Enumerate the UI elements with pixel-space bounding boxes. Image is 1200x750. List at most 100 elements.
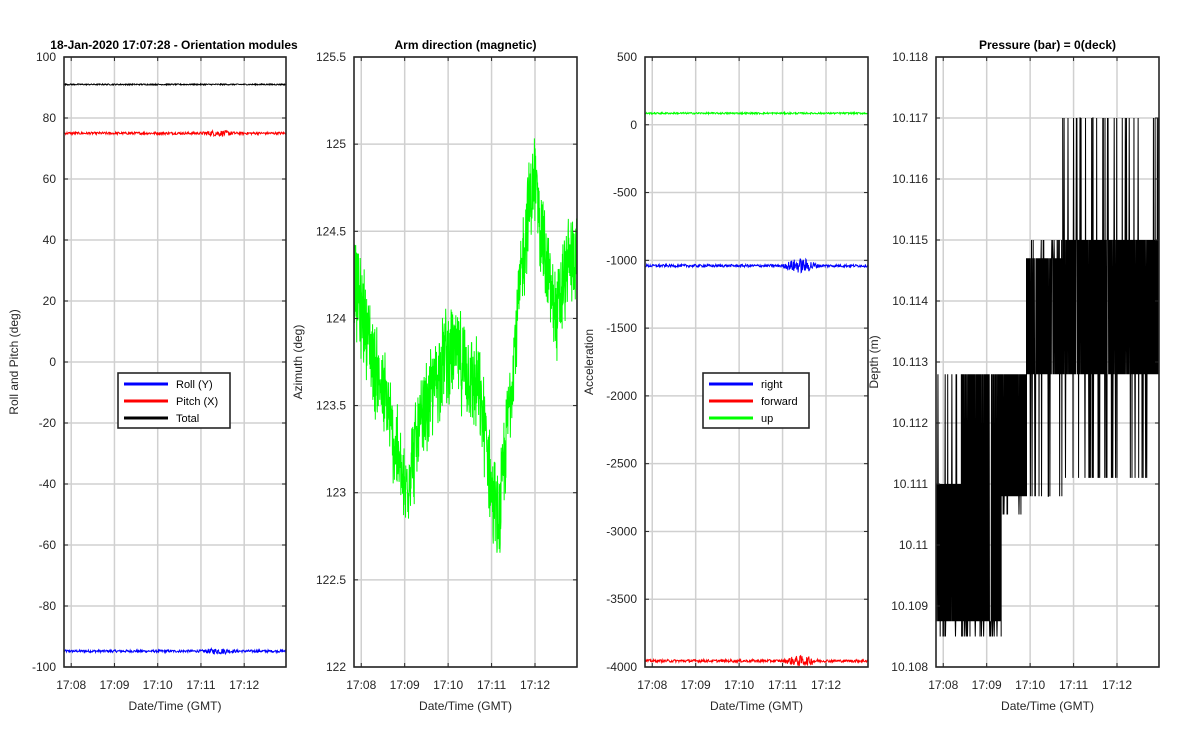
y-tick-label: 0: [630, 118, 637, 132]
y-tick-label: -4000: [606, 660, 637, 674]
x-tick-label: 17:12: [229, 678, 259, 692]
x-tick-label: 17:12: [811, 678, 841, 692]
series-right: [644, 257, 869, 274]
legend-label: Total: [176, 413, 199, 425]
y-tick-label: 122.5: [316, 573, 346, 587]
y-tick-label: -500: [613, 186, 637, 200]
x-tick-label: 17:11: [186, 678, 215, 692]
series-line: [935, 117, 1160, 637]
y-tick-label: -3000: [606, 524, 637, 538]
x-tick-label: 17:08: [346, 678, 376, 692]
y-tick-label: -80: [39, 599, 57, 613]
x-axis-label: Date/Time (GMT): [419, 699, 512, 713]
series-roll-y-: [63, 646, 287, 656]
y-tick-label: 125: [326, 137, 346, 151]
y-tick-label: -1500: [606, 321, 637, 335]
x-tick-label: 17:08: [56, 678, 86, 692]
chart-title: Arm direction (magnetic): [394, 38, 536, 52]
legend-label: right: [761, 379, 782, 391]
x-tick-label: 17:11: [477, 678, 506, 692]
y-axis-label: Acceleration: [582, 329, 596, 395]
legend-label: up: [761, 413, 773, 425]
y-tick-label: 10.108: [891, 660, 928, 674]
y-tick-label: 10.111: [893, 477, 928, 491]
y-tick-label: -1000: [606, 253, 637, 267]
x-tick-label: 17:10: [143, 678, 173, 692]
y-tick-label: 10.112: [892, 416, 928, 430]
y-tick-label: 10.113: [892, 355, 928, 369]
series-1: [353, 138, 578, 553]
x-axis-label: Date/Time (GMT): [129, 699, 222, 713]
legend: right forward up: [702, 372, 810, 429]
y-tick-label: 10.109: [891, 599, 928, 613]
y-tick-label: 60: [43, 172, 57, 186]
y-tick-label: -40: [39, 477, 57, 491]
y-tick-label: 100: [36, 50, 56, 64]
y-tick-label: -20: [39, 416, 57, 430]
y-tick-label: 123: [326, 486, 346, 500]
series-line: [63, 129, 287, 138]
y-tick-label: 10.116: [892, 172, 928, 186]
y-tick-label: -3500: [606, 592, 637, 606]
series-up: [644, 110, 869, 116]
x-tick-label: 17:10: [724, 678, 754, 692]
chart-title: Pressure (bar) = 0(deck): [979, 38, 1116, 52]
y-axis-label: Roll and Pitch (deg): [7, 309, 21, 414]
series-pitch-x-: [63, 129, 287, 138]
x-tick-label: 17:10: [433, 678, 463, 692]
series-forward: [644, 654, 869, 668]
y-tick-label: 124: [326, 311, 346, 325]
x-tick-label: 17:11: [768, 678, 797, 692]
series-line: [63, 646, 287, 656]
y-tick-label: 10.117: [892, 111, 928, 125]
axes-box: [353, 56, 578, 668]
series-line: [63, 82, 287, 87]
x-tick-label: 17:08: [928, 678, 958, 692]
y-tick-label: 10.114: [892, 294, 928, 308]
y-tick-label: 10.11: [899, 538, 928, 552]
legend-label: Pitch (X): [176, 396, 218, 408]
series-line: [644, 110, 869, 116]
y-tick-label: 122: [326, 660, 346, 674]
y-tick-label: -2000: [606, 389, 637, 403]
y-axis-label: Depth (m): [867, 335, 881, 388]
x-tick-label: 17:12: [1102, 678, 1132, 692]
y-tick-label: 40: [43, 233, 57, 247]
series-line: [644, 257, 869, 274]
y-tick-label: 10.118: [892, 50, 928, 64]
legend-label: Roll (Y): [176, 379, 213, 391]
y-tick-label: 80: [43, 111, 57, 125]
y-tick-label: 125.5: [316, 50, 346, 64]
y-tick-label: -60: [39, 538, 57, 552]
series-line: [644, 654, 869, 668]
series-line: [353, 138, 578, 553]
y-tick-label: 10.115: [892, 233, 928, 247]
series-total: [63, 82, 287, 87]
x-axis-label: Date/Time (GMT): [1001, 699, 1094, 713]
y-tick-label: 20: [43, 294, 57, 308]
series-1: [935, 117, 1160, 637]
y-tick-label: 500: [617, 50, 637, 64]
x-axis-label: Date/Time (GMT): [710, 699, 803, 713]
legend: Roll (Y) Pitch (X) Total: [117, 372, 231, 429]
x-tick-label: 17:09: [390, 678, 420, 692]
y-axis-label: Azimuth (deg): [291, 325, 305, 400]
x-tick-label: 17:11: [1059, 678, 1088, 692]
plot-area: [645, 57, 868, 667]
chart-panel-4: 17:08 17:09 17:10 17:11 17:12 10.108 10.109 10.…: [867, 38, 1160, 713]
y-tick-label: 124.5: [316, 224, 346, 238]
x-tick-label: 17:09: [972, 678, 1002, 692]
y-tick-label: -100: [32, 660, 56, 674]
x-tick-label: 17:12: [520, 678, 550, 692]
y-tick-label: -2500: [606, 457, 637, 471]
x-tick-label: 17:09: [99, 678, 129, 692]
y-tick-label: 0: [49, 355, 56, 369]
x-tick-label: 17:09: [681, 678, 711, 692]
x-tick-label: 17:08: [637, 678, 667, 692]
chart-panel-1: 17:08 17:09 17:10 17:11 17:12 -100 -80 -60 -40 -2…: [7, 38, 298, 713]
chart-panel-2: 17:08 17:09 17:10 17:11 17:12 122 122.5 123 123.…: [291, 38, 578, 713]
chart-title: 18-Jan-2020 17:07:28 - Orientation modul…: [50, 38, 298, 52]
x-tick-label: 17:10: [1015, 678, 1045, 692]
y-tick-label: 123.5: [316, 399, 346, 413]
